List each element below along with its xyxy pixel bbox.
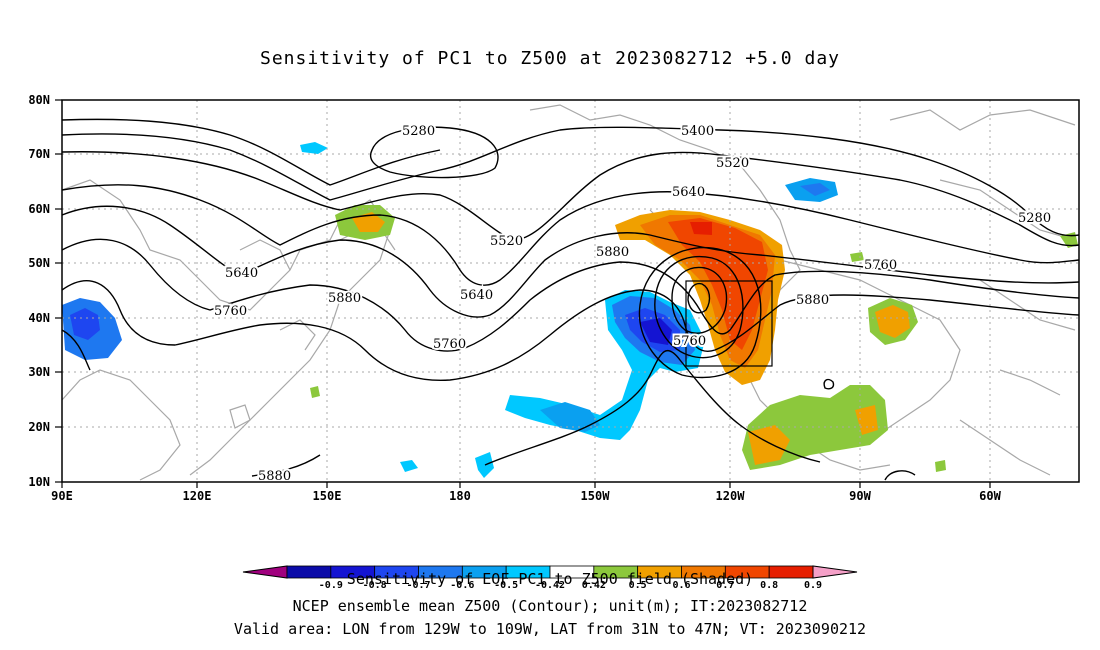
colorbar-tick-label: 0.7 (716, 580, 734, 591)
caption-valid-area: Valid area: LON from 129W to 109W, LAT f… (233, 620, 867, 638)
colorbar-tick-label: -0.8 (363, 580, 387, 591)
map-title: Sensitivity of PC1 to Z500 at 2023082712… (259, 48, 840, 69)
contour-label: 5280 (1018, 211, 1051, 226)
map-frame (61, 99, 1080, 483)
longitude-labels: 90E 120E 150E 180 150W 120W 90W 60W (51, 489, 1001, 503)
contour-label: 5640 (672, 185, 705, 200)
valid-area-box (685, 280, 773, 367)
lon-label: 60W (979, 489, 1001, 503)
lat-label: 10N (28, 475, 50, 489)
lat-label: 60N (28, 202, 50, 216)
lon-label: 180 (449, 489, 471, 503)
colorbar-tick-label: 0.8 (760, 580, 778, 591)
colorbar-tick-label: -0.5 (494, 580, 518, 591)
colorbar-tick-label: -0.7 (406, 580, 430, 591)
contour-label: 5760 (673, 334, 706, 349)
colorbar-tick-label: -0.9 (319, 580, 343, 591)
caption-contour: NCEP ensemble mean Z500 (Contour); unit(… (292, 597, 808, 615)
lat-label: 30N (28, 365, 50, 379)
contour-label: 5520 (490, 234, 523, 249)
z500-contours (61, 118, 1080, 481)
axis-ticks (55, 99, 991, 488)
lon-label: 120W (716, 489, 746, 503)
lat-label: 20N (28, 420, 50, 434)
colorbar-tick-label: -0.6 (450, 580, 474, 591)
lat-label: 40N (28, 311, 50, 325)
contour-label: 5880 (596, 245, 629, 260)
contour-label: 5760 (864, 258, 897, 273)
contour-label: 5280 (402, 124, 435, 139)
colorbar-tick-label: 0.9 (804, 580, 822, 591)
contour-label: 5880 (796, 293, 829, 308)
caption-shaded: Sensitivity of EOF PC1 to Z500 field (Sh… (346, 570, 754, 588)
contour-label: 5520 (716, 156, 749, 171)
lat-label: 70N (28, 147, 50, 161)
colorbar-max-arrow (812, 565, 858, 579)
colorbar-tick-label: -0.42 (535, 580, 565, 591)
lat-label: 50N (28, 256, 50, 270)
lon-label: 150W (581, 489, 611, 503)
sensitivity-shading (62, 142, 1078, 478)
lon-label: 90W (849, 489, 871, 503)
contour-label: 5760 (433, 337, 466, 352)
contour-label: 5640 (460, 288, 493, 303)
lat-label: 80N (28, 93, 50, 107)
lon-label: 120E (183, 489, 212, 503)
contour-label: 5760 (214, 304, 247, 319)
lon-label: 90E (51, 489, 73, 503)
contour-label: 5400 (681, 124, 714, 139)
colorbar-tick-label: 0.42 (582, 580, 606, 591)
latitude-labels: 80N 70N 60N 50N 40N 30N 20N 10N (28, 93, 50, 489)
colorbar-tick-label: 0.6 (672, 580, 690, 591)
colorbar-tick-label: 0.5 (629, 580, 647, 591)
lon-label: 150E (313, 489, 342, 503)
contour-label: 5640 (225, 266, 258, 281)
colorbar: -0.9 -0.8 -0.7 -0.6 -0.5 -0.42 0.42 0.5 0.6 0.7 0.… (242, 565, 858, 591)
contour-label: 5880 (328, 291, 361, 306)
